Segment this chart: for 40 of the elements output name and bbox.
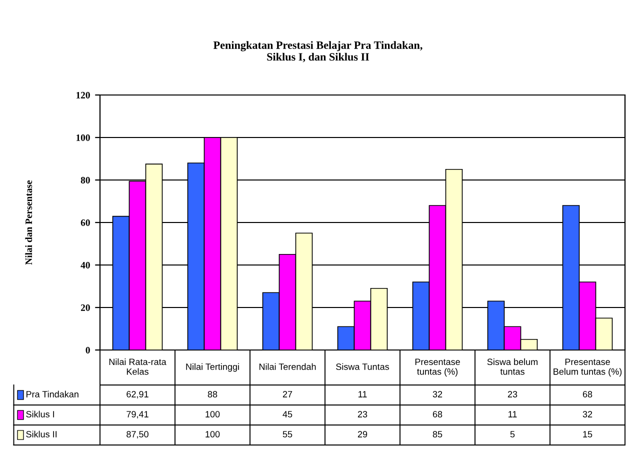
legend-label: Siklus II xyxy=(26,430,57,438)
x-tick-label: Nilai Tertinggi xyxy=(186,363,239,372)
data-label: 79,41 xyxy=(126,411,148,418)
data-label: 11 xyxy=(508,411,517,418)
y-tick-label: 120 xyxy=(76,92,90,98)
y-axis-title: Nilai dan Persentase xyxy=(25,180,32,265)
x-tick-label: Nilai Rata-rata Kelas xyxy=(109,358,166,375)
y-tick-label: 100 xyxy=(76,134,90,141)
data-label: 88 xyxy=(208,391,218,398)
legend-label: Pra Tindakan xyxy=(26,390,78,398)
data-label: 5 xyxy=(510,431,515,438)
x-tick-label: Presentase tuntas (%) xyxy=(415,358,460,377)
data-label: 68 xyxy=(582,391,592,398)
y-tick-label: 40 xyxy=(80,262,90,268)
y-tick-label: 0 xyxy=(86,346,90,354)
x-tick-label: Presentase Belum tuntas (%) xyxy=(554,358,622,377)
chart-title: Peningkatan Prestasi Belajar Pra Tindakan, Siklus I, dan Siklus II xyxy=(213,41,422,62)
data-label: 55 xyxy=(282,431,292,438)
y-tick-label: 20 xyxy=(80,304,90,311)
data-label: 100 xyxy=(206,411,220,418)
x-tick-label: Siswa Tuntas xyxy=(336,363,390,370)
y-tick-label: 80 xyxy=(80,176,90,184)
x-tick-label: Siswa belum tuntas xyxy=(487,358,538,375)
data-label: 23 xyxy=(508,391,518,398)
legend-label: Siklus I xyxy=(26,410,54,418)
data-label: 100 xyxy=(206,431,220,438)
data-label: 87,50 xyxy=(126,431,148,438)
data-label: 11 xyxy=(358,391,367,398)
data-label: 23 xyxy=(358,411,368,418)
data-label: 32 xyxy=(432,391,442,398)
data-label: 27 xyxy=(282,391,292,398)
data-label: 62,91 xyxy=(126,391,148,398)
data-label: 68 xyxy=(432,411,442,418)
data-label: 45 xyxy=(282,411,292,418)
y-tick-label: 60 xyxy=(80,219,90,226)
data-label: 32 xyxy=(582,411,592,418)
data-label: 29 xyxy=(358,431,368,438)
x-tick-label: Nilai Terendah xyxy=(259,363,316,370)
data-label: 85 xyxy=(432,431,442,438)
data-label: 15 xyxy=(583,431,592,438)
